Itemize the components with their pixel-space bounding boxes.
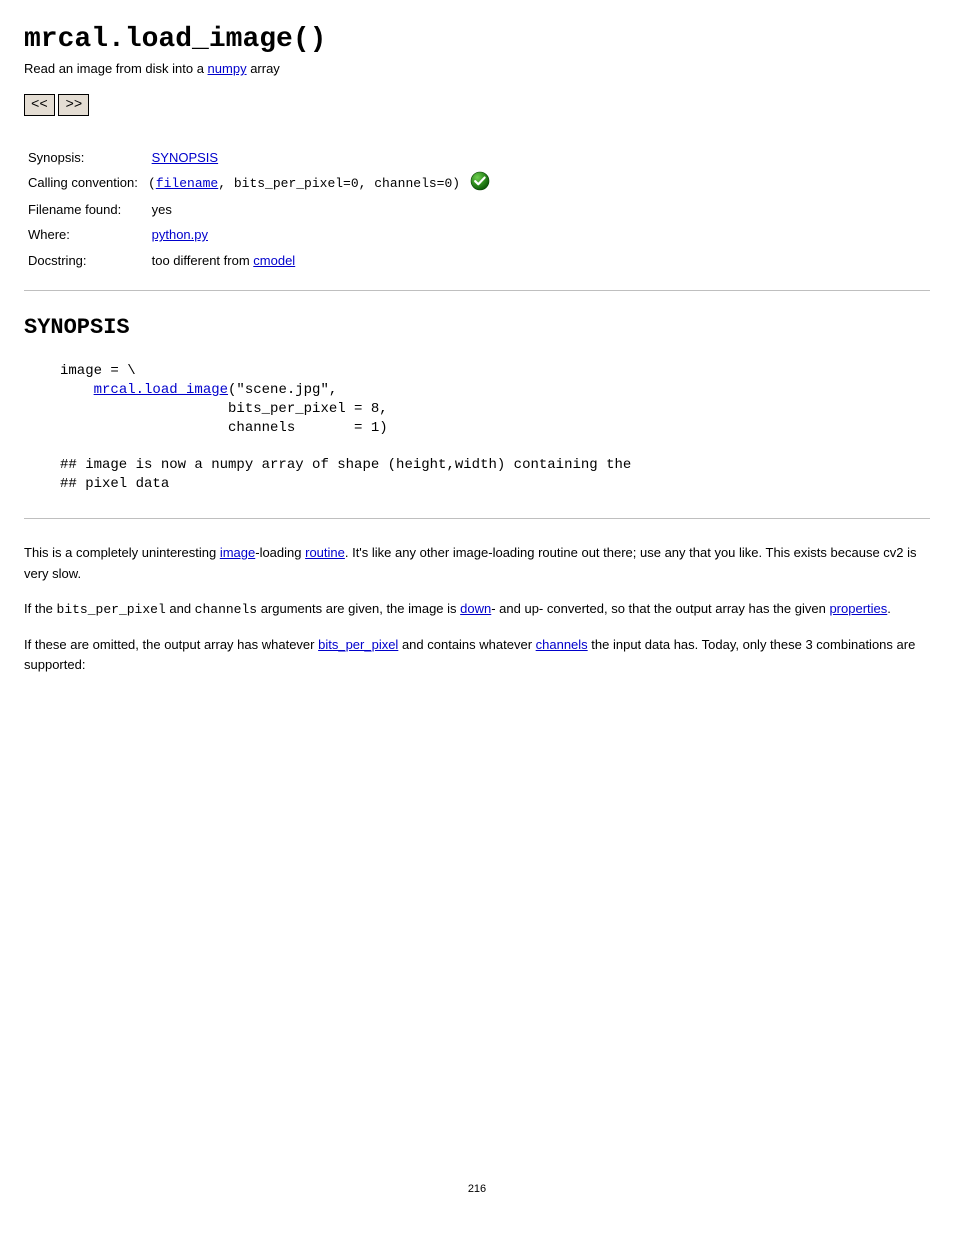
where-label: Where: (28, 223, 148, 246)
subtitle-prefix: Read an image from disk into a (24, 61, 208, 76)
calling-convention: Calling convention: (filename, bits_per_… (28, 171, 930, 195)
function-name: mrcal.load_image() (24, 24, 930, 55)
calling-label: Calling convention: (28, 171, 148, 194)
calling-filename-link[interactable]: filename (156, 176, 218, 191)
fn-prefix: mrcal. (24, 24, 125, 55)
link-channels[interactable]: channels (536, 637, 588, 652)
page-number: 216 (0, 1183, 954, 1195)
divider-mid (24, 518, 930, 519)
prev-button[interactable]: << (24, 94, 55, 116)
nav-buttons: << >> (24, 94, 930, 116)
mono-channels: channels (195, 602, 257, 617)
mono-bits-per-pixel: bits_per_pixel (57, 602, 166, 617)
subtitle-suffix: array (247, 61, 280, 76)
filename-found-row: Filename found: yes (28, 198, 930, 221)
filename-found-label: Filename found: (28, 198, 148, 221)
fn-name: load_image() (125, 24, 327, 55)
synopsis-label: Synopsis: (28, 146, 148, 169)
subtitle: Read an image from disk into a numpy arr… (24, 61, 930, 76)
calling-rest: , bits_per_pixel=0, channels=0) (218, 176, 460, 191)
next-button[interactable]: >> (58, 94, 89, 116)
where-link[interactable]: python.py (152, 227, 208, 242)
where-row: Where: python.py (28, 223, 930, 246)
synopsis-link[interactable]: SYNOPSIS (152, 150, 218, 165)
synopsis-title: SYNOPSIS (24, 315, 930, 340)
subtitle-link-numpy[interactable]: numpy (208, 61, 247, 76)
link-down[interactable]: down (460, 601, 491, 616)
link-image[interactable]: image (220, 545, 255, 560)
docstring-row: Docstring: too different from cmodel (28, 249, 930, 272)
info-block: Synopsis: SYNOPSIS Calling convention: (… (28, 146, 930, 272)
filename-found-value: yes (152, 202, 172, 217)
link-bits-per-pixel[interactable]: bits_per_pixel (318, 637, 398, 652)
synopsis-row: Synopsis: SYNOPSIS (28, 146, 930, 169)
docstring-link[interactable]: cmodel (253, 253, 295, 268)
calling-value: ( (148, 176, 156, 191)
synopsis-code: image = \ mrcal.load_image("scene.jpg", … (60, 362, 930, 494)
paragraph-1: This is a completely uninteresting image… (24, 543, 930, 585)
paragraph-3: If these are omitted, the output array h… (24, 635, 930, 677)
docstring-before: too different from (152, 253, 254, 268)
link-routine[interactable]: routine (305, 545, 345, 560)
docstring-label: Docstring: (28, 249, 148, 272)
paragraph-2: If the bits_per_pixel and channels argum… (24, 599, 930, 621)
code-link-load-image[interactable]: mrcal.load_image (94, 382, 228, 398)
check-icon (470, 171, 490, 191)
link-properties[interactable]: properties (829, 601, 887, 616)
body-text: This is a completely uninteresting image… (24, 543, 930, 676)
divider-top (24, 290, 930, 291)
